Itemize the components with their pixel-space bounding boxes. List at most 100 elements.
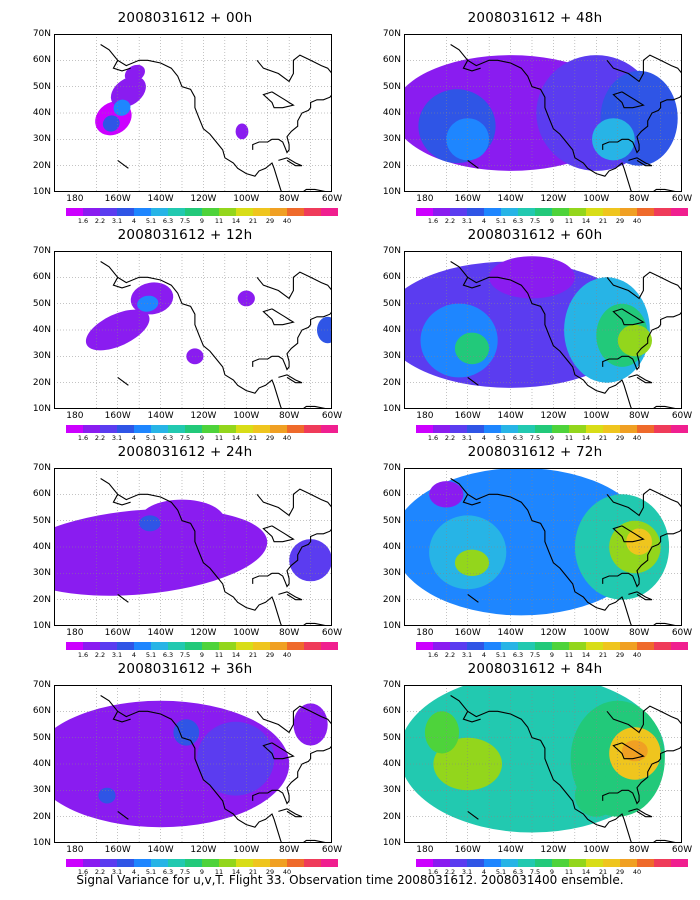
- lon-tick-label: 140W: [497, 845, 524, 855]
- coastline: [117, 810, 129, 820]
- colorbar-swatch: [304, 208, 321, 216]
- lat-tick-label: 70N: [382, 246, 401, 256]
- map-frame: [54, 468, 332, 626]
- variance-contour: [139, 515, 161, 532]
- colorbar-tick-label: 21: [598, 217, 608, 225]
- colorbar-tick-label: 9: [549, 217, 555, 225]
- colorbar-swatch: [501, 425, 518, 433]
- colorbar-tick-label: 1.6: [427, 434, 439, 442]
- colorbar: 1.6 2.2 3.1 4 5.1 6.3 7.5 9 11 14 21 29 40: [416, 425, 688, 447]
- colorbar-tick-label: 4: [481, 217, 487, 225]
- lat-tick-label: 70N: [382, 463, 401, 473]
- colorbar-swatch: [287, 208, 304, 216]
- colorbar-tick-label: 1.6: [77, 868, 89, 876]
- coastline: [450, 44, 678, 192]
- lon-tick-label: 60W: [321, 845, 343, 855]
- lon-tick-label: 120W: [540, 194, 567, 204]
- coastline: [628, 808, 653, 818]
- lon-tick-label: 140W: [147, 194, 174, 204]
- colorbar-swatch: [100, 859, 117, 867]
- coastline: [252, 745, 332, 805]
- colorbar-tick-label: 40: [632, 868, 642, 876]
- colorbar-tick-label: 2.2: [94, 651, 106, 659]
- colorbar: 1.6 2.2 3.1 4 5.1 6.3 7.5 9 11 14 21 29 40: [66, 642, 338, 664]
- colorbar-tick-label: 9: [549, 651, 555, 659]
- colorbar-tick-label: 3.1: [111, 217, 123, 225]
- coastline: [252, 528, 332, 588]
- coastline: [612, 742, 645, 760]
- colorbar: 1.6 2.2 3.1 4 5.1 6.3 7.5 9 11 14 21 29 40: [66, 859, 338, 881]
- colorbar-swatch: [134, 642, 151, 650]
- colorbar-tick-label: 29: [265, 217, 275, 225]
- colorbar-tick-label: 11: [564, 651, 574, 659]
- colorbar-swatch: [168, 642, 185, 650]
- colorbar-tick-label: 1.6: [77, 651, 89, 659]
- lat-tick-label: 50N: [382, 732, 401, 743]
- colorbar-swatch: [151, 859, 168, 867]
- colorbar-swatch: [168, 859, 185, 867]
- lon-tick-label: 180: [416, 411, 434, 421]
- colorbar-tick-label: 1.6: [427, 217, 439, 225]
- lon-tick-label: 100W: [583, 845, 610, 855]
- colorbar-swatch: [236, 425, 253, 433]
- colorbar-tick-label: 6.3: [512, 868, 524, 876]
- lat-tick-label: 60N: [382, 489, 401, 500]
- coastline: [117, 376, 129, 386]
- colorbar-tick-label: 2.2: [444, 868, 456, 876]
- lat-tick-label: 70N: [32, 680, 51, 690]
- colorbar-swatches: [66, 208, 338, 216]
- colorbar-tick-label: 14: [231, 651, 241, 659]
- lon-tick-label: 160W: [454, 845, 481, 855]
- lat-tick-label: 60N: [32, 706, 51, 717]
- coastline: [612, 91, 645, 109]
- variance-contour: [626, 528, 652, 555]
- coastline: [462, 277, 481, 289]
- lat-tick-label: 60N: [382, 706, 401, 717]
- lat-tick-label: 10N: [382, 404, 401, 414]
- lon-tick-label: 100W: [583, 628, 610, 638]
- lat-tick-label: 30N: [32, 785, 51, 796]
- colorbar-tick-label: 6.3: [512, 651, 524, 659]
- colorbar-tick-label: 3.1: [111, 434, 123, 442]
- coastline: [450, 261, 678, 409]
- lat-tick-label: 10N: [382, 187, 401, 197]
- colorbar-tick-label: 6.3: [162, 868, 174, 876]
- caption: Signal Variance for u,v,T. Flight 33. Ob…: [76, 873, 624, 887]
- colorbar-tick-label: 14: [581, 434, 591, 442]
- lon-tick-label: 100W: [233, 845, 260, 855]
- coastline: [606, 488, 682, 517]
- lat-tick-label: 50N: [382, 515, 401, 526]
- map-svg: [54, 34, 332, 192]
- lon-tick-label: 140W: [147, 628, 174, 638]
- colorbar-swatch: [416, 208, 433, 216]
- lat-tick-label: 40N: [382, 759, 401, 769]
- variance-contour: [454, 549, 490, 576]
- colorbar-tick-label: 7.5: [179, 217, 191, 225]
- lon-tick-label: 180: [66, 628, 84, 638]
- lat-tick-label: 40N: [382, 325, 401, 335]
- colorbar-tick-label: 11: [214, 651, 224, 659]
- lon-tick-label: 100W: [233, 411, 260, 421]
- grid-lines: [54, 251, 332, 409]
- map-svg: [54, 251, 332, 409]
- colorbar-swatch: [236, 859, 253, 867]
- map-svg: [404, 34, 682, 192]
- lon-tick-label: 80W: [628, 194, 650, 204]
- colorbar-tick-label: 11: [564, 434, 574, 442]
- colorbar-swatch: [467, 208, 484, 216]
- colorbar-swatches: [416, 642, 688, 650]
- colorbar-swatch: [321, 208, 338, 216]
- variance-field: [95, 64, 249, 140]
- colorbar-swatch: [134, 208, 151, 216]
- colorbar-swatch: [620, 425, 637, 433]
- variance-contour: [574, 774, 618, 817]
- lat-tick-label: 40N: [32, 542, 51, 552]
- colorbar-tick-label: 7.5: [529, 434, 541, 442]
- colorbar-tick-label: 29: [265, 868, 275, 876]
- colorbar-tick-label: 29: [615, 868, 625, 876]
- coastline: [278, 374, 303, 384]
- colorbar-swatch: [654, 425, 671, 433]
- colorbar-tick-label: 3.1: [461, 434, 473, 442]
- colorbar: 1.6 2.2 3.1 4 5.1 6.3 7.5 9 11 14 21 29 40: [66, 425, 338, 447]
- lat-tick-label: 60N: [32, 272, 51, 283]
